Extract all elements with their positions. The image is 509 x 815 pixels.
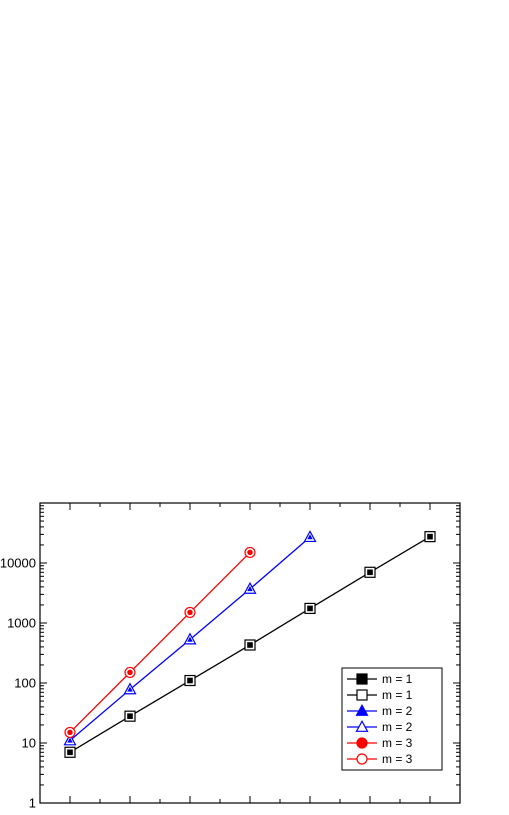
- data-point-fill: [367, 569, 373, 576]
- tick-labels: 1 10 100 1000 10000: [0, 556, 36, 811]
- data-point-fill: [247, 549, 253, 556]
- data-point-fill: [127, 669, 133, 676]
- series-1: [64, 531, 436, 758]
- data-point-fill: [67, 737, 73, 743]
- data-point-fill: [67, 729, 73, 736]
- data-point-fill: [187, 677, 193, 684]
- series-line: [69, 551, 251, 733]
- series: [63, 530, 436, 758]
- data-point-fill: [247, 586, 253, 592]
- ticks: [39, 502, 461, 804]
- data-point-fill: [307, 534, 313, 540]
- data-point-fill: [427, 533, 433, 540]
- data-point-fill: [187, 636, 193, 642]
- legend-marker-fill: [357, 674, 367, 684]
- data-point-fill: [127, 686, 133, 692]
- data-point-fill: [247, 642, 253, 648]
- data-point-fill: [67, 749, 73, 756]
- legend-item: m = 2: [347, 719, 413, 734]
- legend-label: m = 1: [382, 672, 413, 686]
- data-point-fill: [127, 713, 133, 719]
- data-point-fill: [187, 609, 193, 616]
- y-tick-label: 1: [29, 796, 36, 811]
- legend-item: m = 3: [347, 736, 413, 750]
- series-3: [64, 546, 256, 739]
- y-tick-label: 10000: [0, 556, 36, 571]
- y-tick-label: 1000: [7, 616, 36, 631]
- legend-box: [341, 667, 443, 771]
- legend-marker: [356, 753, 368, 765]
- legend-marker: [356, 737, 368, 749]
- legend-item: m = 1: [347, 672, 413, 686]
- legend-marker: [355, 719, 369, 732]
- legend-item: m = 3: [347, 752, 413, 766]
- series-2: [63, 530, 317, 746]
- legend-item: m = 2: [347, 703, 413, 718]
- legend-marker: [355, 703, 369, 716]
- legend-label: m = 2: [382, 704, 413, 718]
- legend-item: m = 1: [347, 688, 413, 702]
- legend: m = 1 m = 1 m = 2 m = 2 m = 3 m = 3: [341, 667, 443, 771]
- legend-label: m = 2: [382, 720, 413, 734]
- y-tick-label: 10: [22, 736, 36, 751]
- y-tick-label: 100: [14, 676, 36, 691]
- legend-label: m = 3: [382, 752, 413, 766]
- legend-label: m = 3: [382, 736, 413, 750]
- data-point-fill: [307, 605, 313, 612]
- legend-marker: [356, 689, 368, 701]
- legend-label: m = 1: [382, 688, 413, 702]
